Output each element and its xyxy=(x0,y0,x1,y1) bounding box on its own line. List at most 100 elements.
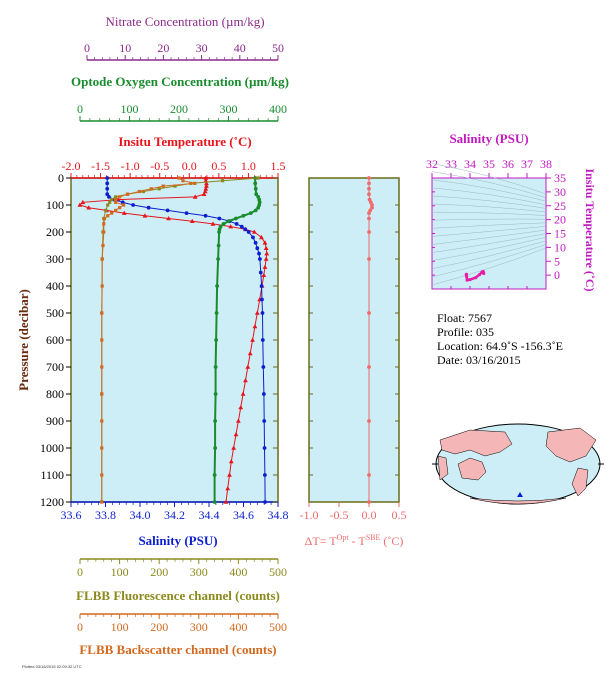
backscatter-point xyxy=(114,208,118,212)
temperature-point xyxy=(247,351,253,356)
ts-point xyxy=(464,272,468,276)
salinity-tick-label: 34.8 xyxy=(268,508,289,522)
delta-t-tick-label: 0.0 xyxy=(362,508,377,522)
temperature-point xyxy=(204,180,209,186)
ts-point xyxy=(477,272,482,277)
delta_t-point xyxy=(367,211,371,216)
delta-t-tick-label: -0.5 xyxy=(330,508,349,522)
ts-salinity-tick-label: 34 xyxy=(464,157,476,171)
delta_t-point xyxy=(370,203,374,207)
ts-isopycnal xyxy=(431,203,547,213)
oxygen-point xyxy=(213,392,218,396)
pressure-tick-label: 800 xyxy=(46,387,64,401)
temperature-tick-label: 1.5 xyxy=(271,159,286,173)
salinity-axis-title: Salinity (PSU) xyxy=(138,533,217,548)
pressure-axis-title: Pressure (decibar) xyxy=(16,289,31,391)
float-location: Location: 64.9˚S -156.3˚E xyxy=(437,339,563,353)
nitrate-tick-label: 20 xyxy=(157,41,169,55)
oxygen-point xyxy=(226,219,231,224)
backscatter-point xyxy=(100,284,104,288)
temperature-point xyxy=(263,245,269,250)
pressure-tick-label: 0 xyxy=(58,171,64,185)
pressure-tick-label: 300 xyxy=(46,252,64,266)
backscatter-point xyxy=(100,419,104,423)
temperature-tick-label: -2.0 xyxy=(62,159,81,173)
salinity-tick-label: 34.2 xyxy=(164,508,185,522)
backscatter-point xyxy=(102,222,106,226)
salinity-point xyxy=(105,186,110,191)
fluorescence-point xyxy=(108,200,112,204)
delta_t-point xyxy=(367,230,371,234)
ts-temperature-axis-title: Insitu Temperature (˚C) xyxy=(583,168,597,291)
delta_t-point xyxy=(367,365,371,369)
map-float-marker xyxy=(517,492,523,497)
delta-t-axis: -1.0 -0.5 0.0 0.5 xyxy=(300,177,407,522)
temperature-point xyxy=(262,240,268,245)
ts-salinity-tick-label: 38 xyxy=(540,157,552,171)
map-australia xyxy=(457,457,487,481)
backscatter-point xyxy=(149,187,153,191)
oxygen-point xyxy=(253,186,258,191)
salinity-tick-label: 34.6 xyxy=(233,508,254,522)
salinity-point xyxy=(263,500,267,504)
ts-temperature-tick-label: 30 xyxy=(554,185,566,199)
footer-timestamp: Plotted 03/16/2015 02:09:32 UTC xyxy=(22,664,82,669)
salinity-point xyxy=(260,311,265,315)
salinity-point xyxy=(165,208,170,213)
temperature-point xyxy=(189,218,195,223)
temperature-point xyxy=(251,229,257,234)
temperature-point xyxy=(203,186,209,191)
delta_t-point xyxy=(367,216,371,221)
salinity-tick-label: 34.4 xyxy=(199,508,220,522)
series-layer xyxy=(77,175,486,504)
salinity-point xyxy=(217,216,222,221)
backscatter-axis-title: FLBB Backscatter channel (counts) xyxy=(79,642,276,657)
temperature-point xyxy=(233,432,239,437)
fluorescence-point xyxy=(141,189,145,194)
salinity-point xyxy=(120,200,125,205)
salinity-point xyxy=(262,419,267,423)
salinity-point xyxy=(258,270,263,275)
ts-salinity-tick-label: 35 xyxy=(483,157,495,171)
temperature-point xyxy=(238,405,244,410)
pressure-tick-label: 1200 xyxy=(40,495,64,509)
main-panel-background xyxy=(70,177,279,503)
backscatter-point xyxy=(100,311,104,315)
fluorescence-point xyxy=(104,208,108,212)
map-antarctica xyxy=(469,497,567,505)
fluorescence-tick-label: 0 xyxy=(77,565,83,579)
oxygen-point xyxy=(217,230,221,234)
ts-isopycnal xyxy=(431,171,547,198)
temperature-point xyxy=(264,251,270,256)
map-south-america xyxy=(571,467,589,497)
pressure-axis: 0 100 200 300 400 500 600 700 800 900 1000 1100 1200 xyxy=(40,171,278,509)
salinity-tick-label: 33.8 xyxy=(95,508,116,522)
salinity-point xyxy=(105,192,110,197)
temperature-point xyxy=(228,224,234,229)
delta-t-panel-background xyxy=(308,177,400,503)
temperature-point xyxy=(192,194,198,199)
temperature-tick-label: -1.0 xyxy=(121,159,140,173)
temperature-point xyxy=(262,264,268,269)
float-id: Float: 7567 xyxy=(437,311,493,325)
temperature-point xyxy=(121,210,127,215)
oxygen-point xyxy=(221,222,226,226)
salinity-point xyxy=(243,227,248,232)
delta_t-point xyxy=(367,186,371,191)
ts-isopycnal xyxy=(431,240,547,270)
backscatter-point xyxy=(100,338,104,342)
nitrate-tick-label: 0 xyxy=(84,41,90,55)
fluorescence-point xyxy=(110,198,114,202)
fluorescence-point xyxy=(220,179,225,183)
oxygen-point xyxy=(256,205,261,210)
salinity-point xyxy=(105,181,110,186)
delta_t-point xyxy=(367,181,371,186)
ts-temperature-tick-label: 20 xyxy=(554,213,566,227)
delta_t-point xyxy=(367,192,371,197)
oxygen-axis-title: Optode Oxygen Concentration (µm/kg) xyxy=(71,74,289,89)
backscatter-point xyxy=(193,181,197,185)
temperature-tick-label: 0.5 xyxy=(211,159,226,173)
salinity-tick-label: 33.6 xyxy=(61,508,82,522)
pressure-tick-label: 200 xyxy=(46,225,64,239)
fluorescence-tick-label: 300 xyxy=(190,565,208,579)
